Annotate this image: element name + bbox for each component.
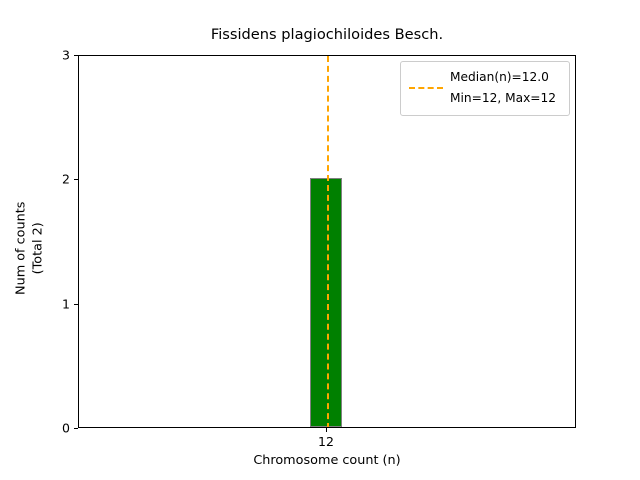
y-tick-mark-1 [74, 303, 78, 305]
y-axis-label-wrapper: Num of counts (Total 2) [0, 0, 60, 480]
y-tick-mark-3 [74, 55, 78, 56]
y-axis-label-line2: (Total 2) [31, 222, 46, 275]
y-tick-label-0: 0 [62, 420, 70, 436]
y-axis-label: Num of counts (Total 2) [13, 28, 48, 468]
y-tick-label-1: 1 [62, 296, 70, 312]
bar-12 [310, 178, 342, 427]
legend-label-minmax: Min=12, Max=12 [450, 90, 557, 105]
y-tick-mark-2 [74, 179, 78, 181]
x-tick-mark-12 [326, 428, 327, 432]
y-tick-label-2: 2 [62, 171, 70, 187]
plot-area [78, 55, 576, 428]
y-tick-mark-0 [74, 428, 78, 429]
dashed-line-icon [409, 86, 443, 89]
x-tick-label-12: 12 [318, 434, 334, 449]
legend-entry-texts: Median(n)=12.0 Min=12, Max=12 [450, 67, 556, 109]
legend-label-median: Median(n)=12.0 [450, 70, 549, 84]
median-line [327, 56, 329, 427]
legend: Median(n)=12.0 Min=12, Max=12 [400, 61, 570, 116]
legend-entry-median: Median(n)=12.0 Min=12, Max=12 [409, 67, 561, 109]
plot-inner [79, 56, 575, 427]
y-axis-label-line1: Num of counts [13, 201, 29, 295]
y-tick-label-3: 3 [62, 47, 70, 63]
x-axis-label: Chromosome count (n) [253, 453, 401, 468]
chart-title: Fissidens plagiochiloides Besch. [210, 26, 444, 43]
